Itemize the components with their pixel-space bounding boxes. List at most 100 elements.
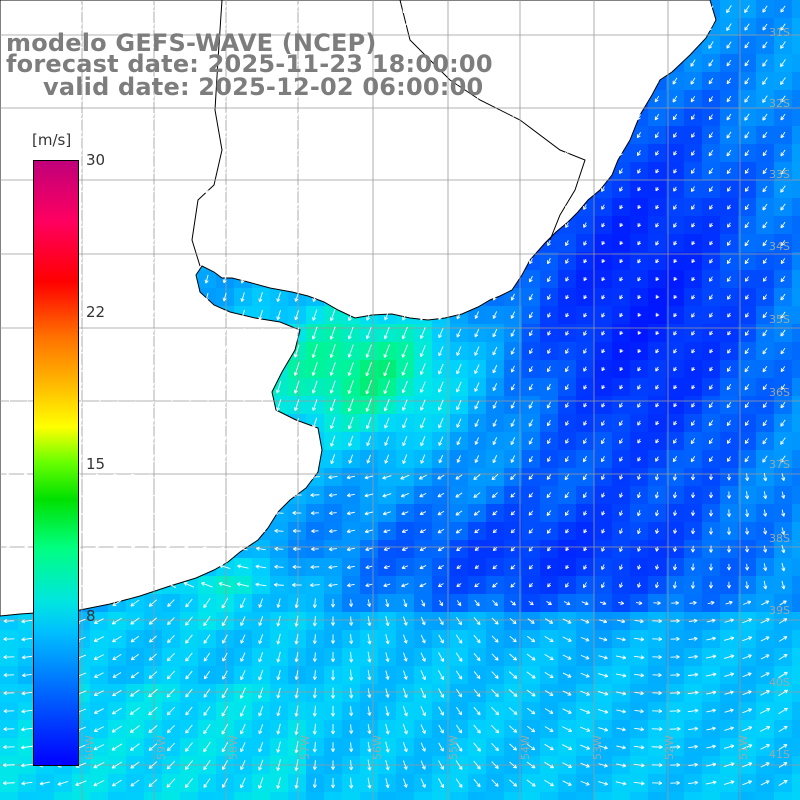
wind-cell	[666, 792, 684, 800]
lon-label: 52W	[663, 735, 676, 760]
lat-label: 36S	[769, 386, 790, 399]
lat-label: 35S	[769, 313, 790, 326]
wind-cell	[792, 144, 800, 162]
wind-cell	[792, 432, 800, 450]
wind-cell	[180, 792, 198, 800]
lat-label: 31S	[769, 26, 790, 39]
wind-cell	[738, 792, 756, 800]
wind-cell	[396, 792, 414, 800]
wind-cell	[792, 612, 800, 630]
wind-cell	[792, 558, 800, 576]
wind-cell	[792, 738, 800, 756]
lon-label: 60W	[83, 735, 96, 760]
wind-cell	[468, 792, 486, 800]
lon-label: 51W	[737, 735, 750, 760]
wind-cell	[792, 360, 800, 378]
lat-label: 32S	[769, 97, 790, 110]
wind-cell	[450, 792, 468, 800]
wind-cell	[792, 522, 800, 540]
wind-cell	[720, 792, 738, 800]
wind-cell	[792, 216, 800, 234]
colorbar	[33, 160, 79, 766]
wind-cell	[342, 792, 360, 800]
wind-cell	[774, 792, 792, 800]
wind-cell	[792, 540, 800, 558]
lon-label: 53W	[591, 735, 604, 760]
lon-label: 58W	[227, 735, 240, 760]
colorbar-tick-15: 15	[86, 455, 106, 473]
wind-cell	[270, 792, 288, 800]
wind-cell	[792, 774, 800, 792]
wind-cell	[792, 576, 800, 594]
wind-cell	[792, 666, 800, 684]
lon-label: 57W	[299, 735, 312, 760]
colorbar-tick-30: 30	[86, 151, 106, 169]
wind-cell	[792, 72, 800, 90]
lon-label: 54W	[519, 735, 532, 760]
wind-cell	[288, 792, 306, 800]
wind-cell	[792, 18, 800, 36]
valid-date: valid date: 2025-12-02 06:00:00	[43, 73, 484, 101]
colorbar-unit-label: [m/s]	[32, 131, 72, 149]
wind-cell	[792, 162, 800, 180]
wind-cell	[792, 198, 800, 216]
wind-cell	[162, 792, 180, 800]
wind-cell	[612, 792, 630, 800]
wind-cell	[792, 108, 800, 126]
wind-cell	[792, 270, 800, 288]
lat-label: 41S	[769, 748, 790, 761]
lat-label: 33S	[769, 168, 790, 181]
wind-cell	[792, 468, 800, 486]
wind-cell	[198, 792, 216, 800]
wind-cell	[792, 252, 800, 270]
wind-cell	[792, 792, 800, 800]
wind-cell	[684, 792, 702, 800]
lat-label: 39S	[769, 604, 790, 617]
wind-cell	[540, 792, 558, 800]
wind-cell	[576, 792, 594, 800]
wind-cell	[792, 324, 800, 342]
wind-cell	[792, 126, 800, 144]
wind-cell	[126, 792, 144, 800]
wind-cell	[72, 792, 90, 800]
wind-cell	[792, 36, 800, 54]
wind-cell	[414, 792, 432, 800]
wind-cell	[0, 792, 18, 800]
wind-cell	[792, 684, 800, 702]
wind-cell	[432, 792, 450, 800]
wind-cell	[792, 234, 800, 252]
lon-label: 59W	[155, 735, 168, 760]
wind-cell	[144, 792, 162, 800]
wind-cell	[630, 792, 648, 800]
wind-cell	[486, 792, 504, 800]
wind-cell	[792, 720, 800, 738]
wind-cell	[108, 792, 126, 800]
wind-cell	[792, 396, 800, 414]
wind-cell	[792, 306, 800, 324]
lat-label: 37S	[769, 458, 790, 471]
lat-label: 38S	[769, 532, 790, 545]
wind-cell	[792, 0, 800, 18]
wind-cell	[54, 792, 72, 800]
colorbar-tick-22: 22	[86, 303, 106, 321]
wind-cell	[792, 504, 800, 522]
wind-cell	[252, 792, 270, 800]
wind-cell	[792, 630, 800, 648]
wind-cell	[648, 792, 666, 800]
wind-cell	[594, 792, 612, 800]
wind-cell	[504, 792, 522, 800]
lat-label: 40S	[769, 676, 790, 689]
wind-cell	[792, 414, 800, 432]
wind-cell	[792, 486, 800, 504]
wind-cell	[234, 792, 252, 800]
wind-cell	[324, 792, 342, 800]
wind-cell	[792, 180, 800, 198]
wind-cell	[522, 792, 540, 800]
wind-cell	[792, 594, 800, 612]
wind-cell	[702, 792, 720, 800]
colorbar-tick-8: 8	[86, 607, 96, 625]
wind-cell	[792, 288, 800, 306]
wind-cell	[792, 342, 800, 360]
wind-cell	[792, 54, 800, 72]
